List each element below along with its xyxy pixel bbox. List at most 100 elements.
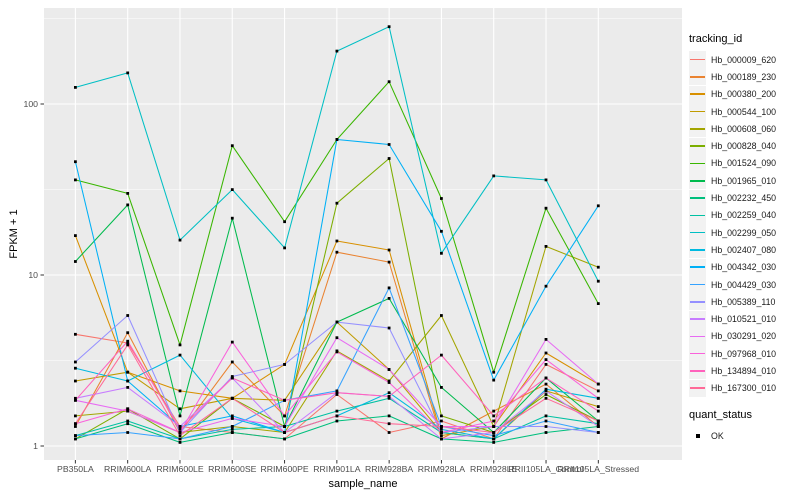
data-point bbox=[440, 434, 443, 437]
data-point bbox=[440, 431, 443, 434]
data-point bbox=[74, 366, 77, 370]
data-point bbox=[335, 239, 339, 243]
data-point bbox=[74, 178, 77, 182]
legend-key-line-icon bbox=[689, 293, 706, 311]
legend-entry-label: Hb_002407_080 bbox=[711, 244, 777, 255]
data-point bbox=[440, 419, 443, 423]
data-point bbox=[440, 425, 443, 428]
legend-entry: Hb_001965_010 bbox=[686, 172, 798, 190]
y-tick-label: 1 bbox=[33, 441, 38, 451]
data-point bbox=[544, 206, 548, 210]
data-point bbox=[126, 192, 130, 195]
legend-entry-label: Hb_000608_060 bbox=[711, 123, 777, 134]
data-point bbox=[440, 353, 443, 357]
data-point bbox=[596, 389, 600, 393]
data-point bbox=[126, 422, 130, 426]
data-point bbox=[126, 331, 130, 335]
legend-entry-label: Hb_010521_010 bbox=[711, 314, 777, 325]
data-point bbox=[178, 389, 182, 393]
data-point bbox=[440, 314, 443, 317]
data-point bbox=[74, 425, 77, 428]
data-point bbox=[440, 386, 443, 389]
data-point bbox=[335, 389, 339, 393]
legend-entry-label: Hb_004342_030 bbox=[711, 262, 777, 273]
data-point bbox=[230, 428, 234, 431]
data-point bbox=[492, 419, 496, 423]
data-point bbox=[492, 370, 496, 374]
legend-entry-label: Hb_005389_110 bbox=[711, 296, 776, 307]
data-point bbox=[596, 431, 600, 434]
legend-key-line-icon bbox=[689, 258, 706, 276]
data-point bbox=[283, 363, 286, 366]
data-point bbox=[492, 425, 496, 428]
legend-entry: Hb_000380_200 bbox=[686, 85, 798, 103]
data-point bbox=[440, 437, 443, 441]
legend: tracking_id Hb_000009_620 Hb_000189_230 Hb… bbox=[686, 0, 798, 444]
data-point bbox=[283, 220, 286, 224]
data-point bbox=[492, 434, 496, 437]
x-tick-label: PB350LA bbox=[57, 464, 94, 474]
data-point bbox=[492, 431, 496, 434]
data-point bbox=[178, 238, 182, 242]
data-point bbox=[492, 441, 496, 444]
quant-legend-entry: OK bbox=[686, 427, 798, 444]
legend-key-line-icon bbox=[689, 103, 706, 121]
data-point bbox=[492, 378, 496, 382]
legend-entry: Hb_010521_010 bbox=[686, 310, 798, 328]
data-point bbox=[387, 391, 391, 395]
legend-key-line-icon bbox=[689, 241, 706, 259]
data-point bbox=[440, 428, 443, 431]
data-point bbox=[230, 360, 234, 364]
legend-key-line-icon bbox=[689, 327, 706, 345]
data-point bbox=[544, 363, 548, 366]
legend-entry: Hb_000544_100 bbox=[686, 103, 798, 121]
data-point bbox=[283, 425, 286, 428]
data-point bbox=[387, 379, 391, 383]
data-point bbox=[178, 343, 182, 347]
legend-entry: Hb_167300_010 bbox=[686, 379, 798, 397]
legend-entry-label: Hb_000828_040 bbox=[711, 141, 777, 152]
data-point bbox=[596, 425, 600, 428]
legend-entry: Hb_134894_010 bbox=[686, 362, 798, 380]
data-point bbox=[387, 381, 391, 384]
data-point bbox=[230, 375, 234, 378]
data-point bbox=[492, 174, 496, 178]
x-tick-label: RRIM600LA bbox=[104, 464, 152, 474]
data-point bbox=[596, 382, 600, 386]
data-point bbox=[335, 350, 339, 354]
data-point bbox=[387, 80, 391, 84]
data-point bbox=[387, 143, 391, 146]
data-point bbox=[492, 437, 496, 441]
data-point bbox=[178, 428, 182, 431]
data-point bbox=[335, 49, 339, 53]
legend-entry: Hb_002299_050 bbox=[686, 224, 798, 242]
legend-key-line-icon bbox=[689, 310, 706, 328]
legend-title-tracking-id: tracking_id bbox=[689, 33, 743, 45]
data-point bbox=[596, 204, 600, 208]
data-point bbox=[126, 339, 130, 343]
legend-key-line-icon bbox=[689, 172, 706, 190]
data-point bbox=[387, 414, 391, 418]
data-point bbox=[126, 341, 130, 345]
data-point bbox=[230, 414, 234, 418]
legend-entry: Hb_002232_450 bbox=[686, 189, 798, 207]
data-point bbox=[387, 395, 391, 398]
data-point bbox=[74, 234, 77, 237]
legend-key-line-icon bbox=[689, 345, 706, 363]
data-point bbox=[74, 434, 77, 437]
data-point bbox=[387, 297, 391, 300]
legend-key-line-icon bbox=[689, 154, 706, 172]
legend-key-line-icon bbox=[689, 137, 706, 155]
data-point bbox=[440, 414, 443, 418]
legend-entries: Hb_000009_620 Hb_000189_230 Hb_000380_200 H… bbox=[686, 51, 798, 397]
data-point bbox=[126, 379, 130, 383]
data-point bbox=[596, 302, 600, 305]
data-point bbox=[230, 216, 234, 220]
y-axis-title: FPKM + 1 bbox=[8, 209, 20, 259]
legend-entry-label: Hb_000009_620 bbox=[711, 54, 777, 65]
legend-entry-label: Hb_002299_050 bbox=[711, 227, 777, 238]
data-point bbox=[387, 25, 391, 29]
data-point bbox=[230, 144, 234, 148]
data-point bbox=[126, 370, 130, 374]
